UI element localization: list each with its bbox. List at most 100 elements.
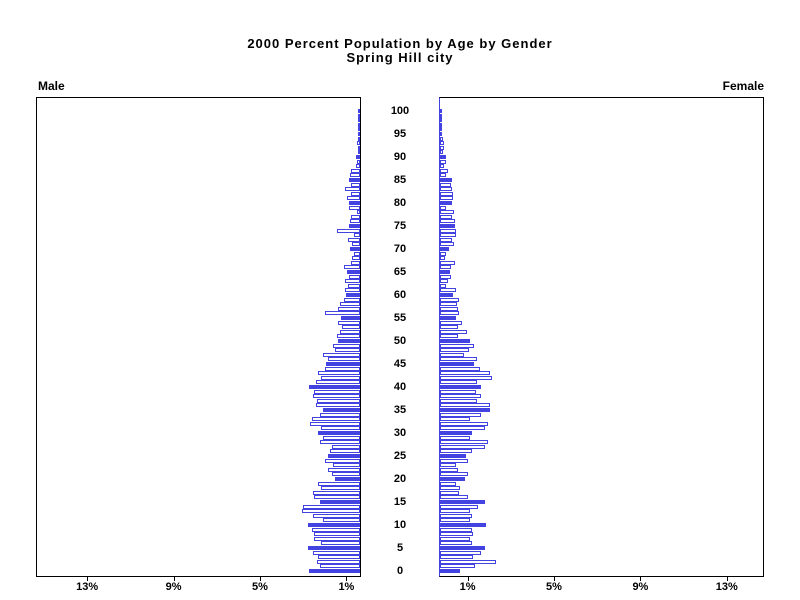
female-bar-age-48 — [440, 348, 470, 353]
female-bar-age-35 — [440, 408, 490, 412]
age-tick-label-35: 35 — [393, 404, 407, 416]
male-bar-age-22 — [328, 467, 360, 472]
female-bar-age-13 — [440, 509, 470, 514]
female-bar-age-74 — [440, 228, 457, 233]
female-bar-age-84 — [440, 182, 451, 187]
male-bar-age-46 — [328, 357, 360, 362]
male-bar-age-30 — [317, 431, 360, 435]
male-bar-age-91 — [357, 150, 360, 155]
male-bar-age-45 — [326, 362, 360, 366]
male-bar-age-69 — [353, 251, 360, 256]
female-bar-age-10 — [440, 523, 487, 527]
male-bar-age-9 — [311, 527, 360, 532]
age-tick-label-50: 50 — [393, 335, 407, 347]
female-bar-age-71 — [440, 242, 455, 247]
male-bar-age-96 — [358, 127, 360, 132]
female-bar-age-78 — [440, 210, 455, 215]
male-bar-age-47 — [323, 352, 360, 357]
female-bar-age-22 — [440, 467, 459, 472]
male-bar-age-11 — [323, 518, 360, 523]
female-bar-age-61 — [440, 288, 456, 293]
female-bar-age-38 — [440, 394, 481, 399]
female-bar-age-72 — [440, 237, 452, 242]
male-chart-area — [36, 97, 361, 577]
male-bar-age-83 — [344, 187, 360, 192]
male-bar-age-67 — [350, 260, 360, 265]
male-bar-age-0 — [309, 569, 360, 573]
male-bar-age-18 — [321, 486, 360, 491]
male-bar-age-49 — [333, 343, 360, 348]
age-tick-label-95: 95 — [393, 128, 407, 140]
age-tick-label-85: 85 — [393, 174, 407, 186]
female-bar-age-19 — [440, 481, 457, 486]
female-axis-tick-1% — [467, 577, 469, 581]
female-bar-age-60 — [440, 293, 453, 297]
male-bar-age-38 — [312, 394, 360, 399]
female-bar-age-44 — [440, 366, 480, 371]
female-bar-age-67 — [440, 260, 456, 265]
male-bar-age-48 — [334, 348, 360, 353]
male-bar-age-40 — [309, 385, 360, 389]
female-bar-age-96 — [440, 127, 442, 132]
female-bar-age-89 — [440, 159, 447, 164]
male-bar-age-97 — [357, 122, 360, 127]
female-axis-tick-label-1%: 1% — [459, 581, 476, 593]
age-tick-label-75: 75 — [393, 220, 407, 232]
age-tick-label-90: 90 — [393, 151, 407, 163]
male-bar-age-80 — [349, 201, 360, 205]
female-bar-age-4 — [440, 550, 482, 555]
female-bar-age-30 — [440, 431, 472, 435]
female-bar-age-9 — [440, 527, 472, 532]
age-tick-label-0: 0 — [396, 565, 404, 577]
female-bar-age-1 — [440, 564, 475, 569]
age-tick-label-80: 80 — [393, 197, 407, 209]
female-bar-age-18 — [440, 486, 460, 491]
male-bar-age-6 — [321, 541, 360, 546]
male-bar-age-60 — [345, 293, 360, 297]
male-bar-age-3 — [317, 555, 360, 560]
male-bar-age-14 — [303, 504, 360, 509]
male-bar-age-31 — [321, 426, 360, 431]
female-bar-age-21 — [440, 472, 469, 477]
male-bar-age-87 — [351, 168, 360, 173]
female-axis-tick-13% — [726, 577, 728, 581]
female-bar-age-69 — [440, 251, 447, 256]
female-bar-age-31 — [440, 426, 485, 431]
female-bar-age-27 — [440, 444, 485, 449]
male-bar-age-7 — [314, 536, 360, 541]
male-bar-age-51 — [336, 334, 360, 339]
male-bar-age-13 — [302, 509, 360, 514]
age-tick-label-15: 15 — [393, 496, 407, 508]
male-bar-age-66 — [343, 265, 360, 270]
female-axis-tick-label-13%: 13% — [715, 581, 738, 593]
female-bar-age-51 — [440, 334, 458, 339]
male-bar-age-82 — [351, 191, 360, 196]
male-bar-age-20 — [334, 477, 360, 481]
age-tick-label-40: 40 — [393, 381, 407, 393]
male-bar-age-32 — [310, 421, 360, 426]
female-bar-age-24 — [440, 458, 469, 463]
age-tick-label-60: 60 — [393, 289, 407, 301]
female-bar-age-3 — [440, 555, 474, 560]
male-bar-age-84 — [351, 182, 360, 187]
male-bar-age-33 — [311, 417, 360, 422]
male-bar-age-89 — [356, 159, 360, 164]
male-bar-age-41 — [316, 380, 360, 385]
female-bar-age-65 — [440, 270, 450, 274]
male-bar-age-26 — [329, 449, 360, 454]
female-bar-age-58 — [440, 302, 458, 307]
female-bar-age-87 — [440, 168, 448, 173]
male-side-label: Male — [38, 79, 65, 93]
male-bar-age-94 — [357, 136, 360, 141]
female-bar-age-50 — [440, 339, 471, 343]
male-bar-age-19 — [317, 481, 360, 486]
female-bar-age-2 — [440, 559, 497, 564]
male-bar-age-10 — [308, 523, 360, 527]
female-side-label: Female — [722, 79, 764, 93]
male-axis-tick-9% — [173, 577, 175, 581]
male-bar-age-76 — [350, 219, 360, 224]
male-bar-age-25 — [328, 454, 360, 458]
male-axis-tick-5% — [260, 577, 261, 581]
male-bar-age-100 — [358, 109, 360, 113]
